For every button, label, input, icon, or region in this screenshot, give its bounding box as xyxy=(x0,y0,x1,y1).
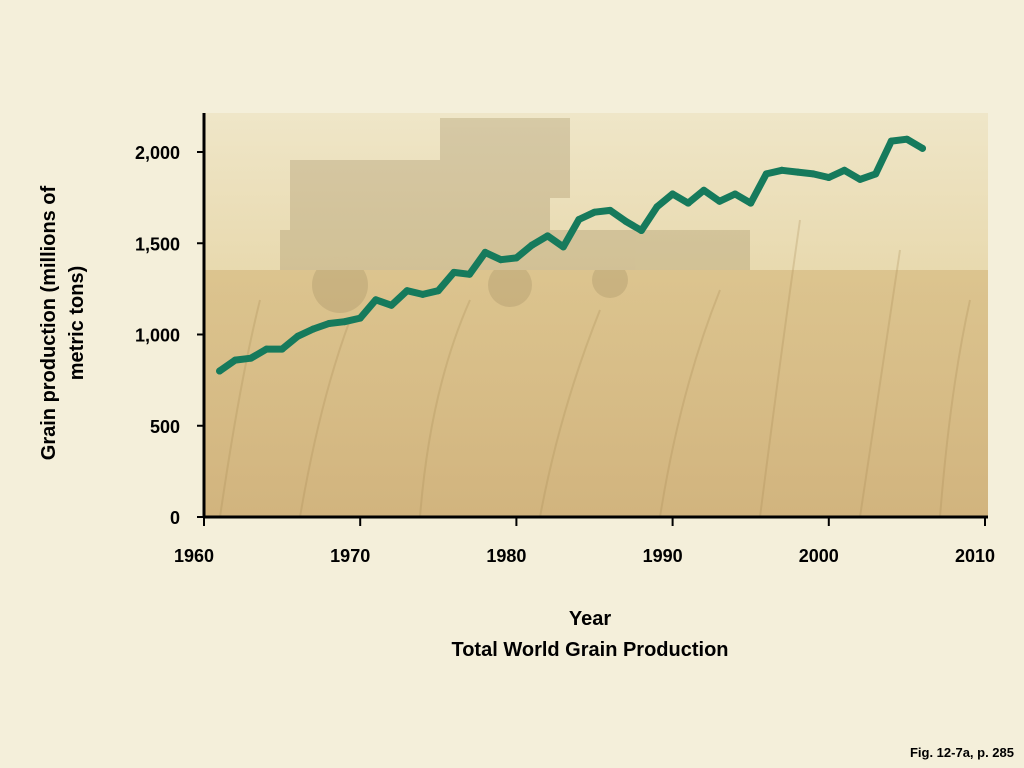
data-point xyxy=(356,314,364,322)
y-tick-label: 1,000 xyxy=(135,326,180,346)
data-point xyxy=(559,243,567,251)
data-point xyxy=(872,170,880,178)
chart-title: Total World Grain Production xyxy=(451,639,728,661)
y-tick-label: 0 xyxy=(170,508,180,528)
data-point xyxy=(840,166,848,174)
data-point xyxy=(887,137,895,145)
y-axis-title-line-2: metric tons) xyxy=(66,266,88,380)
data-point xyxy=(731,190,739,198)
y-tick-label: 500 xyxy=(150,417,180,437)
data-point xyxy=(669,190,677,198)
x-tick-label: 1960 xyxy=(174,546,214,566)
data-point xyxy=(247,354,255,362)
data-point xyxy=(622,217,630,225)
data-point xyxy=(294,332,302,340)
data-point xyxy=(544,232,552,240)
y-tick-label: 2,000 xyxy=(135,143,180,163)
data-point xyxy=(778,166,786,174)
series-line xyxy=(216,135,926,375)
x-tick-label: 1980 xyxy=(486,546,526,566)
data-point xyxy=(700,186,708,194)
data-point xyxy=(481,248,489,256)
x-tick-label: 1970 xyxy=(330,546,370,566)
data-point xyxy=(231,356,239,364)
data-point xyxy=(716,197,723,205)
data-point xyxy=(606,206,614,214)
data-point xyxy=(216,367,224,375)
data-point xyxy=(372,296,380,304)
data-point xyxy=(387,301,395,309)
data-point xyxy=(434,287,442,295)
data-point xyxy=(919,144,926,152)
x-axis-title: Year xyxy=(569,608,611,630)
y-axis-title-line-1: Grain production (millions of xyxy=(38,185,60,460)
data-point xyxy=(309,325,317,333)
data-point xyxy=(466,270,473,278)
data-point xyxy=(809,170,817,178)
x-tick-label: 2000 xyxy=(799,546,839,566)
data-point xyxy=(637,227,645,234)
x-tick-label: 2010 xyxy=(955,546,995,566)
data-point xyxy=(653,203,661,211)
data-point xyxy=(528,241,536,249)
data-point xyxy=(684,199,692,207)
x-tick-label: 1990 xyxy=(643,546,683,566)
data-point xyxy=(762,170,770,178)
figure-caption: Fig. 12-7a, p. 285 xyxy=(909,745,1014,760)
data-point xyxy=(263,345,270,353)
data-point xyxy=(856,175,864,183)
data-point xyxy=(825,174,833,181)
data-point xyxy=(794,168,802,176)
data-point xyxy=(403,287,411,295)
data-point xyxy=(512,254,520,262)
data-point xyxy=(341,318,349,326)
data-point xyxy=(278,345,286,353)
y-tick-label: 1,500 xyxy=(135,234,180,254)
data-point xyxy=(325,320,333,327)
data-point xyxy=(591,208,598,216)
data-point xyxy=(497,256,505,264)
data-point xyxy=(747,199,755,207)
data-point xyxy=(575,216,583,223)
data-point xyxy=(450,268,458,276)
data-point xyxy=(419,290,427,298)
data-point xyxy=(903,135,911,143)
